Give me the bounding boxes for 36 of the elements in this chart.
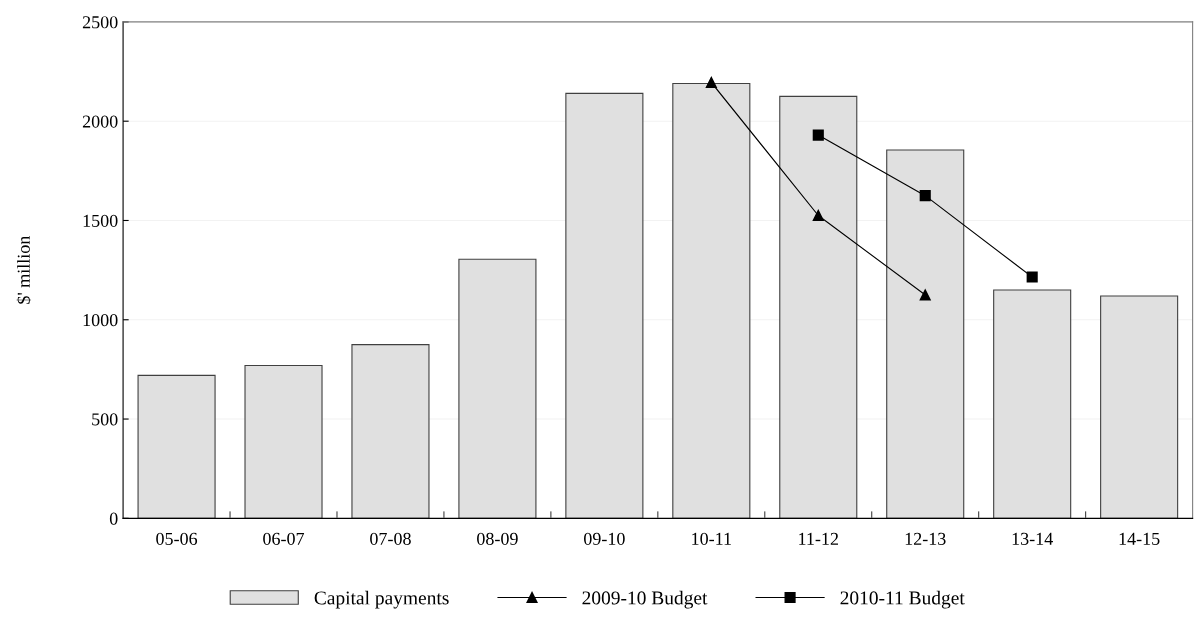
x-tick-label: 08-09 — [477, 532, 518, 545]
bar — [779, 95, 858, 519]
bar — [244, 364, 323, 519]
legend-label: Capital payments — [314, 590, 449, 609]
x-tick-label: 14-15 — [1119, 532, 1160, 545]
x-tick-label: 11-12 — [799, 532, 838, 545]
y-axis-title: $' million — [16, 235, 32, 304]
y-tick-label: 0 — [109, 512, 118, 525]
x-tick-label: 05-06 — [156, 532, 198, 545]
bar — [993, 289, 1072, 519]
point — [919, 190, 931, 202]
x-tick-label: 12-13 — [905, 532, 946, 545]
bar — [1100, 295, 1179, 519]
x-tick-label: 06-07 — [263, 532, 305, 545]
bar — [672, 82, 751, 519]
x-tick-label: 09-10 — [584, 532, 625, 545]
legend-label: 2010-11 Budget — [840, 590, 965, 609]
point — [919, 289, 931, 301]
bar — [565, 92, 644, 519]
x-tick-label: 13-14 — [1012, 532, 1053, 545]
y-tick-label: 1000 — [83, 314, 118, 327]
bar — [458, 258, 537, 519]
bar — [886, 149, 965, 519]
y-tick-label: 2500 — [82, 16, 118, 29]
y-tick-label: 1500 — [83, 214, 118, 227]
point — [812, 129, 824, 141]
point — [1026, 271, 1038, 283]
point — [812, 209, 824, 222]
point — [705, 76, 717, 89]
x-tick-label: 10-11 — [692, 532, 731, 545]
bar — [351, 344, 430, 519]
bar — [137, 374, 216, 519]
x-tick-label: 07-08 — [370, 532, 411, 545]
legend-label: 2009-10 Budget — [582, 590, 708, 609]
y-tick-label: 2000 — [82, 115, 118, 128]
y-tick-label: 500 — [92, 413, 118, 426]
